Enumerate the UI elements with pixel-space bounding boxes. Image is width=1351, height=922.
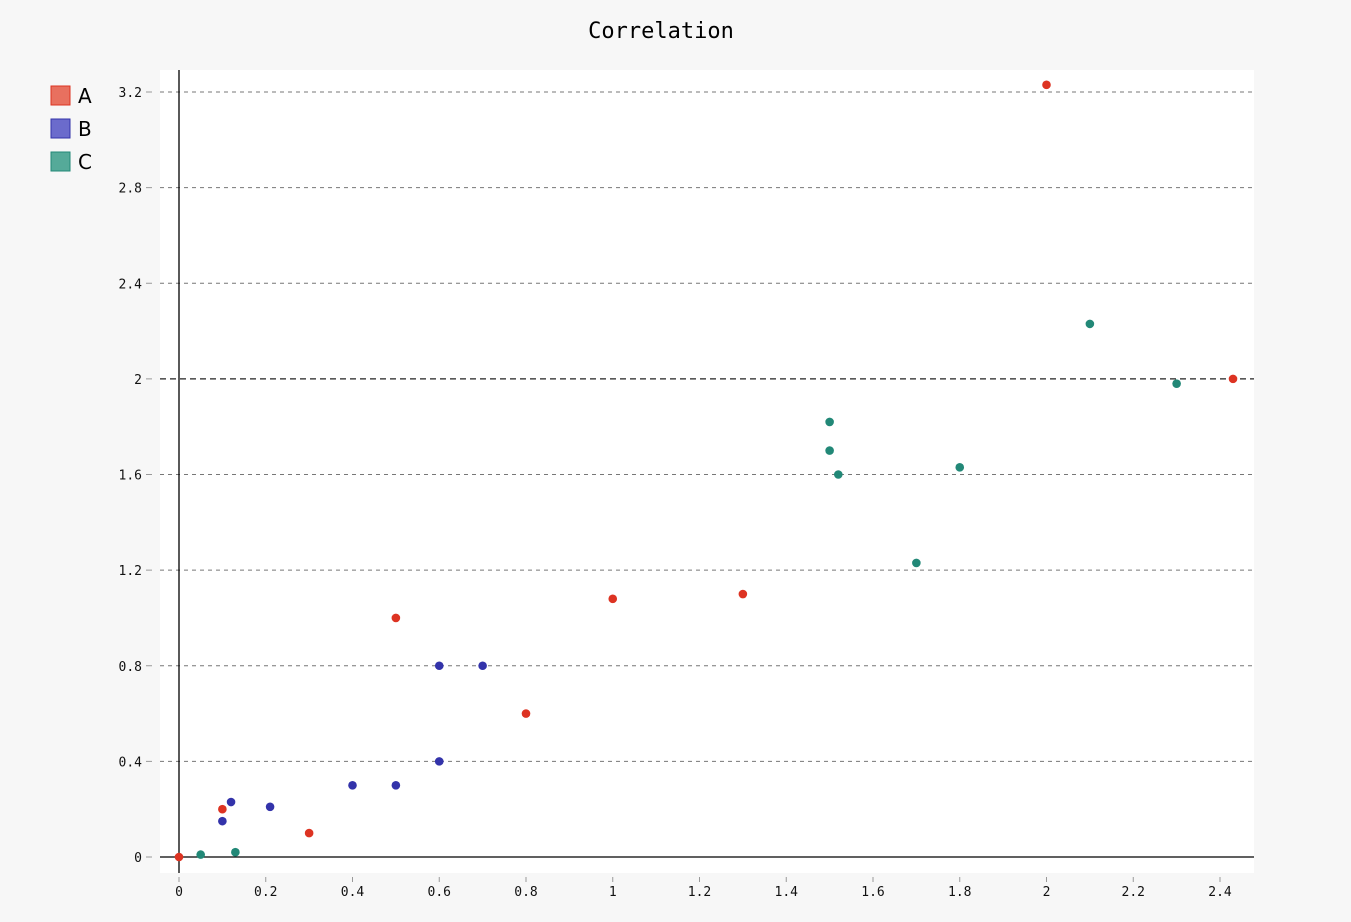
y-tick-label: 3.2 — [119, 86, 142, 101]
y-tick-label: 1.2 — [119, 564, 142, 579]
data-point-c — [825, 446, 834, 455]
data-point-b — [265, 802, 275, 812]
legend-label-c: C — [78, 150, 92, 174]
x-tick-label: 1.2 — [688, 885, 711, 900]
x-tick-label: 2 — [1043, 885, 1051, 900]
legend-swatch-c — [50, 151, 71, 172]
data-point-a — [174, 852, 184, 862]
y-tick-label: 0 — [134, 851, 142, 866]
data-point-b — [218, 816, 227, 826]
data-point-b — [478, 661, 487, 671]
data-point-c — [955, 463, 965, 472]
legend-label-a: A — [78, 84, 92, 108]
x-tick-label: 0 — [175, 885, 183, 900]
data-point-b — [348, 780, 357, 790]
chart-title: Correlation — [588, 19, 734, 44]
y-tick-label: 2.4 — [119, 277, 143, 292]
x-tick-label: 2.2 — [1122, 885, 1145, 900]
data-point-c — [196, 850, 205, 859]
data-point-c — [825, 417, 834, 427]
y-tick-label: 0.4 — [119, 755, 143, 770]
data-point-a — [608, 594, 618, 604]
data-point-a — [1042, 80, 1051, 90]
data-point-c — [231, 847, 240, 857]
data-point-a — [304, 828, 314, 838]
data-point-a — [521, 709, 531, 718]
legend-swatch-b — [50, 118, 71, 139]
legend-label-b: B — [78, 117, 92, 141]
plot-area — [160, 70, 1254, 873]
x-tick-label: 0.2 — [254, 885, 277, 900]
y-tick-label: 1.6 — [119, 469, 142, 484]
data-point-c — [912, 558, 921, 568]
data-point-a — [738, 589, 748, 599]
data-point-a — [218, 804, 227, 814]
data-point-c — [1085, 319, 1095, 329]
data-point-b — [434, 757, 444, 766]
data-point-c — [834, 470, 843, 479]
x-tick-label: 1.6 — [861, 885, 884, 900]
x-tick-label: 2.4 — [1208, 885, 1232, 900]
data-point-b — [226, 797, 236, 807]
x-tick-label: 1.8 — [948, 885, 971, 900]
x-tick-label: 1 — [609, 885, 617, 900]
x-tick-label: 1.4 — [775, 885, 799, 900]
y-tick-label: 2 — [134, 373, 142, 388]
x-tick-label: 0.8 — [514, 885, 537, 900]
y-tick-label: 2.8 — [119, 182, 142, 197]
data-point-a — [1228, 374, 1238, 384]
x-tick-label: 0.4 — [341, 885, 365, 900]
data-point-c — [1172, 379, 1181, 388]
data-point-a — [391, 613, 401, 623]
data-point-b — [434, 661, 444, 671]
x-tick-label: 0.6 — [428, 885, 451, 900]
data-point-b — [391, 780, 401, 790]
legend-swatch-a — [50, 85, 71, 106]
y-tick-label: 0.8 — [119, 660, 142, 675]
